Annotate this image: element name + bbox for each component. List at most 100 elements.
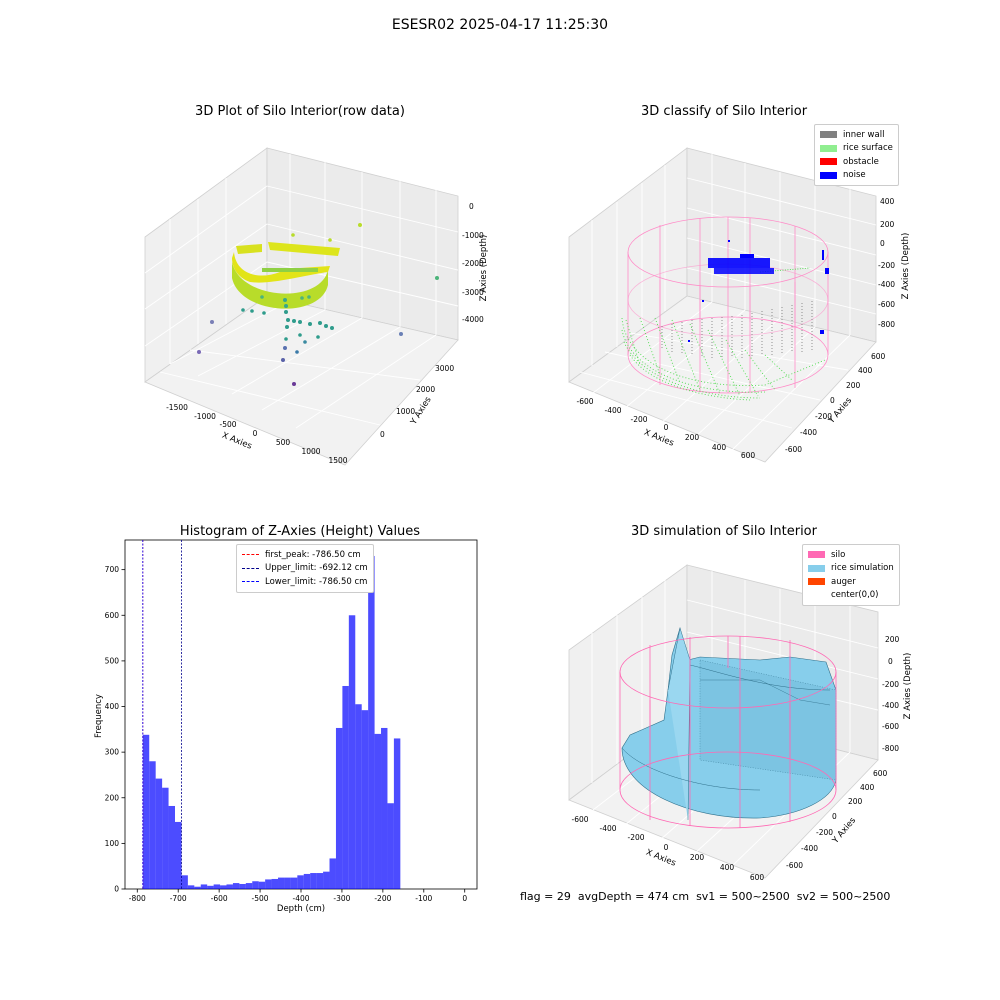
- histogram-ytick-label: 600: [105, 611, 120, 620]
- classify-ytick: 200: [846, 381, 861, 390]
- simulation-ytick: -400: [801, 844, 818, 853]
- avg-depth-value: avgDepth = 474 cm: [577, 890, 690, 903]
- histogram-title: Histogram of Z-Axies (Height) Values: [179, 524, 421, 539]
- classify-inner-wall: [661, 301, 813, 358]
- histogram-xtick-label: -200: [374, 894, 391, 903]
- histogram-bar: [174, 821, 182, 889]
- histogram-bars: [142, 555, 401, 889]
- histogram-bar: [258, 881, 266, 889]
- histogram-bar: [271, 878, 279, 889]
- legend-swatch: [820, 144, 837, 152]
- histogram-bar: [284, 877, 291, 889]
- raw-scatter-points: [197, 223, 439, 386]
- simulation-ztick: -800: [882, 744, 899, 753]
- legend-swatch: [820, 158, 837, 166]
- histogram-bar: [220, 885, 227, 889]
- legend-item: inner wall: [820, 128, 893, 142]
- histogram-bar: [187, 885, 195, 889]
- histogram-bar: [297, 875, 304, 889]
- simulation-ytick: -200: [816, 828, 833, 837]
- histogram-bar: [329, 858, 336, 889]
- classify-ytick: 400: [858, 366, 873, 375]
- raw-ztick: -2000: [462, 259, 484, 268]
- simulation-xtick: -600: [571, 815, 588, 824]
- histogram-ylabel: Frequency: [94, 694, 104, 738]
- simulation-ztick: -600: [882, 722, 899, 731]
- classify-xtick: 0: [664, 423, 669, 432]
- histogram-bar: [381, 727, 388, 889]
- classify-ztick: -600: [878, 300, 895, 309]
- classify-legend: inner wall rice surface obstacle noise: [814, 124, 899, 186]
- classify-ytick: -600: [785, 445, 802, 454]
- histogram-xtick-label: -300: [333, 894, 350, 903]
- raw-ztick: -4000: [462, 315, 484, 324]
- legend-swatch: [808, 591, 825, 599]
- legend-item: Upper_limit: -692.12 cm: [242, 562, 368, 576]
- histogram-bar: [361, 710, 369, 889]
- raw-ztick: 0: [469, 202, 474, 211]
- histogram-xtick-label: -100: [415, 894, 432, 903]
- histogram-bar: [181, 875, 188, 889]
- legend-swatch: [808, 564, 825, 572]
- classify-ztick: 200: [880, 220, 895, 229]
- histogram-bar: [387, 803, 394, 889]
- histogram-yticks: 0 100 200 300 400 500 600 700: [105, 565, 125, 894]
- legend-swatch: [820, 131, 837, 139]
- legend-item: noise: [820, 169, 893, 183]
- legend-swatch: [808, 578, 825, 586]
- histogram-bar: [265, 879, 272, 889]
- raw-xtick: -500: [219, 420, 236, 429]
- simulation-xtick: 0: [664, 843, 669, 852]
- histogram-bar: [303, 873, 311, 889]
- histogram-bar: [252, 881, 259, 889]
- histogram-bar: [239, 883, 246, 889]
- histogram-xtick-label: -500: [252, 894, 269, 903]
- histogram-xtick-label: 0: [462, 894, 467, 903]
- histogram-frame: [124, 539, 478, 890]
- classify-xtick: 200: [685, 433, 700, 442]
- raw-ytick: 3000: [435, 364, 454, 373]
- histogram-bar: [149, 761, 156, 889]
- simulation-silo-wireframe: [619, 635, 837, 829]
- legend-item: rice simulation: [808, 562, 894, 576]
- simulation-xtick: 200: [690, 853, 705, 862]
- legend-item: center(0,0): [808, 589, 894, 603]
- raw-floor-pane: [144, 295, 459, 466]
- classify-ytick: -200: [815, 412, 832, 421]
- histogram-bar: [368, 555, 375, 889]
- histogram-bar: [342, 685, 349, 889]
- histogram-ytick-label: 0: [114, 885, 119, 894]
- simulation-ytick: 0: [832, 812, 837, 821]
- raw-xtick: 0: [253, 429, 258, 438]
- histogram-ytick-label: 700: [105, 565, 120, 574]
- histogram-ytick-label: 100: [105, 839, 120, 848]
- classify-xtick: -600: [576, 397, 593, 406]
- simulation-xtick: -400: [599, 824, 616, 833]
- raw-rice-ring: [232, 242, 340, 309]
- classify-ztick: 0: [880, 239, 885, 248]
- histogram-xtick-label: -800: [129, 894, 146, 903]
- histogram-legend: first_peak: -786.50 cm Upper_limit: -692…: [236, 544, 374, 593]
- legend-line: [242, 567, 259, 569]
- classify-xtick: -200: [630, 415, 647, 424]
- simulation-ztick: -200: [882, 680, 899, 689]
- histogram-bar: [374, 733, 382, 889]
- raw-zlabel: Z Axies (Depth): [479, 235, 489, 302]
- classify-ztick: -800: [878, 320, 895, 329]
- histogram-ytick-label: 400: [105, 702, 120, 711]
- classify-plot-title: 3D classify of Silo Interior: [640, 104, 808, 119]
- sv1-value: sv1 = 500~2500: [696, 890, 790, 903]
- raw-xtick: -1500: [166, 403, 188, 412]
- histogram-bar: [155, 778, 163, 889]
- legend-line: [242, 581, 259, 583]
- raw-ztick: -3000: [462, 288, 484, 297]
- legend-item: auger: [808, 575, 894, 589]
- simulation-ytick: 400: [860, 783, 875, 792]
- histogram-bar: [142, 734, 150, 889]
- histogram-vlines: [142, 540, 182, 889]
- histogram-bar: [226, 884, 233, 889]
